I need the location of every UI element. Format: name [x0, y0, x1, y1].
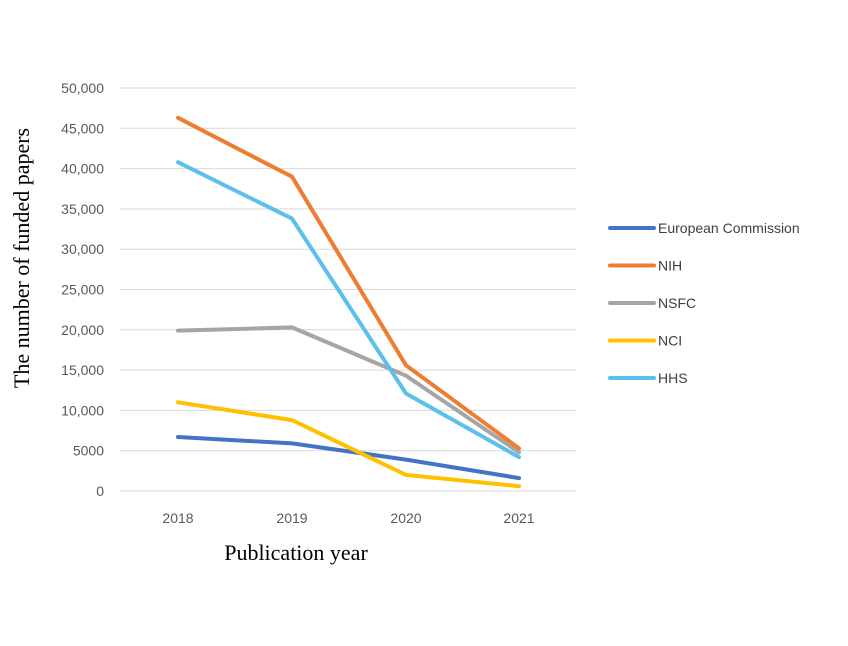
legend-label: European Commission — [658, 220, 800, 236]
y-tick-label: 10,000 — [61, 402, 104, 418]
series-line-nci — [176, 400, 521, 489]
series-lines — [176, 115, 521, 489]
y-tick-label: 25,000 — [61, 282, 104, 298]
legend-label: HHS — [658, 370, 688, 386]
x-axis-title: Publication year — [224, 540, 368, 565]
series-line-nsfc — [176, 325, 521, 455]
x-tick-label: 2019 — [276, 510, 307, 526]
legend-label: NSFC — [658, 295, 696, 311]
series-line-european-commission — [176, 435, 521, 481]
y-axis-title: The number of funded papers — [9, 128, 34, 388]
series-line-nih — [176, 115, 521, 451]
legend: European Commission NIH NSFC NCI HHS — [608, 220, 800, 386]
legend-label: NIH — [658, 258, 682, 274]
series-line-hhs — [176, 160, 521, 460]
y-tick-label: 30,000 — [61, 241, 104, 257]
y-tick-label: 40,000 — [61, 161, 104, 177]
x-tick-label: 2020 — [390, 510, 421, 526]
x-axis-ticks: 2018 2019 2020 2021 — [162, 510, 534, 526]
x-tick-label: 2018 — [162, 510, 193, 526]
y-axis-ticks: 0 5000 10,000 15,000 20,000 25,000 30,000 35,00… — [61, 80, 104, 499]
y-tick-label: 0 — [96, 483, 104, 499]
y-tick-label: 50,000 — [61, 80, 104, 96]
y-tick-label: 20,000 — [61, 322, 104, 338]
y-tick-label: 5000 — [73, 443, 104, 459]
y-tick-label: 45,000 — [61, 120, 104, 136]
gridlines — [120, 87, 576, 492]
y-tick-label: 15,000 — [61, 362, 104, 378]
x-tick-label: 2021 — [503, 510, 534, 526]
y-tick-label: 35,000 — [61, 201, 104, 217]
legend-label: NCI — [658, 333, 682, 349]
